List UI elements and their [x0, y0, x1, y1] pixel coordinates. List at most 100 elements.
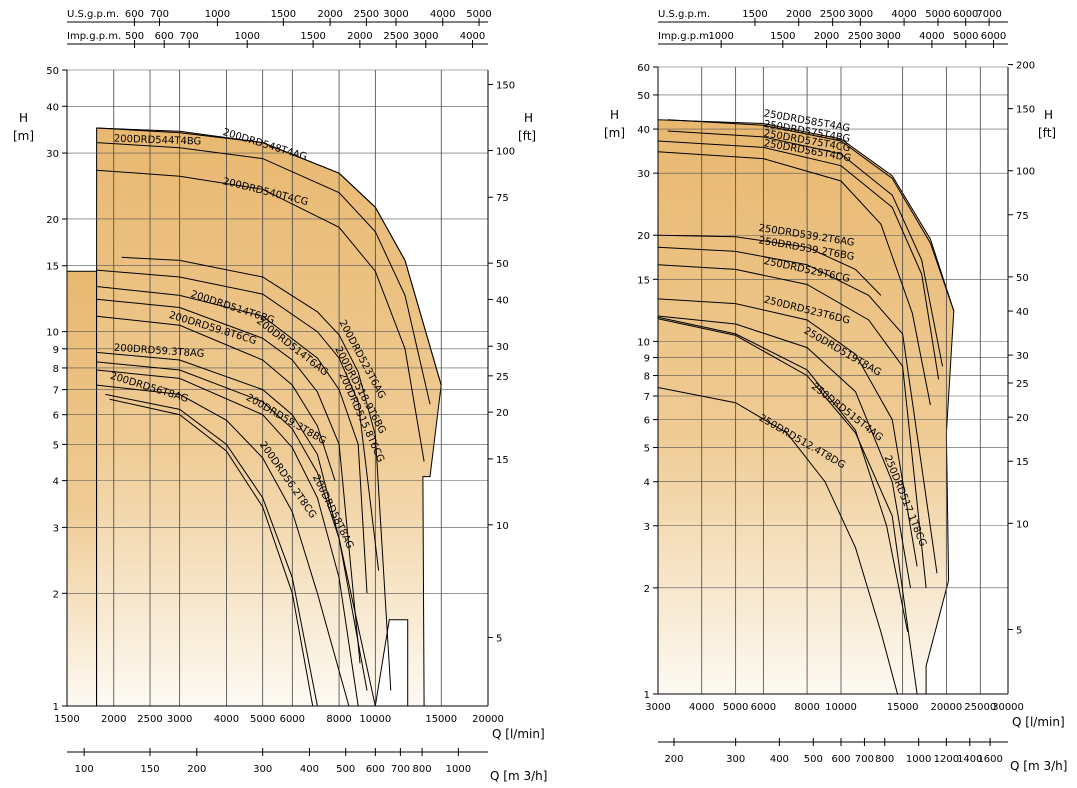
x-tick-label: 3000: [167, 714, 192, 725]
x-tick-label: 15000: [887, 702, 919, 713]
ft-tick-label: 5: [1016, 625, 1022, 636]
bottom-axis-tick-label: 150: [140, 764, 159, 775]
x-axis-label-m3h: Q [m 3/h]: [490, 769, 547, 783]
y-tick-label: 20: [46, 215, 59, 226]
y-tick-label: 5: [644, 444, 650, 455]
y-tick-label: 30: [46, 149, 59, 160]
x-tick-label: 30000: [992, 702, 1024, 713]
left-curve-200DRD514T6AG: [96, 298, 361, 664]
top-axis-tick-label: 5000: [953, 31, 978, 42]
bottom-axis-tick-label: 200: [664, 754, 683, 765]
y-tick-label: 4: [53, 477, 59, 488]
top-axis-tick-label: 3000: [875, 31, 900, 42]
left-curve-200DRD59.3T8BG: [96, 369, 359, 707]
y-tick-label: 20: [637, 231, 650, 242]
bottom-axis-tick-label: 500: [336, 764, 355, 775]
ft-tick-label: 10: [496, 521, 509, 532]
y-axis-title-left: H: [610, 108, 619, 122]
left-curve-200DRD518.9T6BG: [96, 269, 380, 571]
y-tick-label: 15: [637, 275, 650, 286]
bottom-axis-tick-label: 1600: [977, 754, 1002, 765]
right-curve-250DRD585T4AG: [667, 119, 955, 312]
left-curve-200DRD58T8AG: [96, 384, 350, 707]
left-curve-200DRD514T6BG: [96, 315, 336, 481]
x-tick-label: 20000: [472, 714, 504, 725]
curve-label: 200DRD544T4BG: [114, 134, 202, 148]
bottom-axis-tick-label: 600: [366, 764, 385, 775]
top-axis-tick-label: 1000: [708, 31, 733, 42]
y-tick-label: 2: [644, 584, 650, 595]
x-tick-label: 20000: [930, 702, 962, 713]
top-axis-tick-label: 1000: [205, 9, 230, 20]
top-axis-tick-label: 2000: [786, 9, 811, 20]
top-axis-label: Imp.g.p.m.: [67, 31, 121, 42]
left-operating-envelope: [66, 270, 98, 707]
ft-tick-label: 25: [496, 372, 509, 383]
y-axis-unit-right: [ft]: [1038, 126, 1056, 140]
top-axis-tick-label: 1500: [300, 31, 325, 42]
top-axis-tick-label: 1500: [742, 9, 767, 20]
right-chart: 250DRD585T4AG250DRD575T4BG250DRD575T4CG2…: [604, 9, 1067, 773]
right-curve-250DRD539.2T6AG: [657, 234, 882, 296]
top-axis-tick-label: 2000: [347, 31, 372, 42]
ft-tick-label: 100: [496, 146, 515, 157]
ft-tick-label: 25: [1016, 379, 1029, 390]
y-tick-label: 4: [644, 478, 650, 489]
bottom-axis-tick-label: 400: [300, 764, 319, 775]
ft-tick-label: 30: [496, 342, 509, 353]
x-tick-label: 5000: [723, 702, 748, 713]
left-curve-200DRD548T4AG: [96, 127, 442, 386]
top-axis-tick-label: 5000: [925, 9, 950, 20]
ft-tick-label: 100: [1016, 167, 1035, 178]
right-curve-250DRD519T8AG: [657, 315, 911, 588]
top-axis-tick-label: 600: [125, 9, 144, 20]
ft-tick-label: 10: [1016, 519, 1029, 530]
x-tick-label: 6000: [280, 714, 305, 725]
ft-tick-label: 150: [496, 81, 515, 92]
left-curve-200DRD523T6AG: [121, 256, 392, 691]
x-tick-label: 8000: [794, 702, 819, 713]
top-axis-tick-label: 2500: [383, 31, 408, 42]
y-tick-label: 30: [637, 169, 650, 180]
right-curve-250DRD539.2T6BG: [657, 246, 938, 574]
bottom-axis-tick-label: 500: [804, 754, 823, 765]
top-axis-tick-label: 2000: [317, 9, 342, 20]
top-axis-tick-label: 1500: [770, 31, 795, 42]
y-tick-label: 8: [644, 372, 650, 383]
ft-tick-label: 40: [496, 295, 509, 306]
top-axis-tick-label: 4000: [891, 9, 916, 20]
ft-tick-label: 5: [496, 634, 502, 645]
bottom-axis-tick-label: 300: [253, 764, 272, 775]
x-tick-label: 15000: [425, 714, 457, 725]
bottom-axis-tick-label: 1200: [934, 754, 959, 765]
top-axis-tick-label: 2500: [848, 31, 873, 42]
bottom-axis-tick-label: 600: [831, 754, 850, 765]
left-operating-envelope: [96, 127, 442, 707]
top-axis-tick-label: 3000: [383, 9, 408, 20]
x-tick-label: 2000: [101, 714, 126, 725]
bottom-axis-tick-label: 700: [855, 754, 874, 765]
x-tick-label: 4000: [214, 714, 239, 725]
y-tick-label: 9: [644, 354, 650, 365]
bottom-axis-tick-label: 1000: [906, 754, 931, 765]
x-tick-label: 8000: [326, 714, 351, 725]
bottom-axis-tick-label: 400: [770, 754, 789, 765]
left-curve-200DRD59.3T8AG: [96, 361, 368, 691]
right-curve-250DRD529T6CG: [657, 264, 927, 588]
left-chart: 200DRD548T4AG200DRD544T4BG200DRD540T4CG2…: [13, 9, 547, 783]
right-curve-250DRD523T6DG: [657, 298, 918, 567]
top-axis-tick-label: 700: [150, 9, 169, 20]
x-tick-label: 10000: [825, 702, 857, 713]
x-tick-label: 1500: [54, 714, 79, 725]
bottom-axis-tick-label: 800: [413, 764, 432, 775]
top-axis-tick-label: 4000: [919, 31, 944, 42]
ft-tick-label: 75: [496, 193, 509, 204]
left-curve-200DRD515.8T6CG: [96, 286, 368, 594]
y-tick-label: 2: [53, 589, 59, 600]
bottom-axis-tick-label: 1400: [957, 754, 982, 765]
left-curve-200DRD56T8AG: [109, 398, 314, 707]
y-tick-label: 3: [53, 523, 59, 534]
y-tick-label: 40: [637, 125, 650, 136]
y-tick-label: 10: [46, 328, 59, 339]
